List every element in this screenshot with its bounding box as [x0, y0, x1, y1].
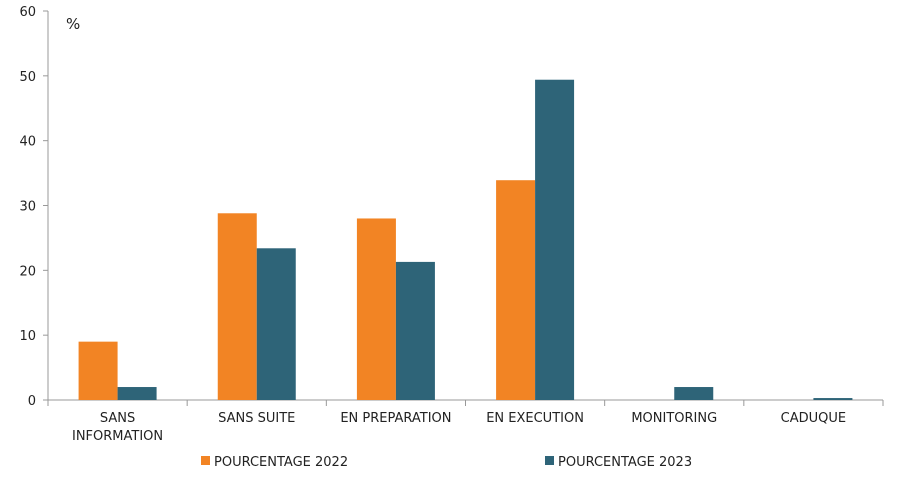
- y-tick-label: 10: [19, 329, 36, 344]
- legend-swatch: [201, 456, 210, 465]
- bar-2023: [813, 398, 853, 400]
- bar-2022: [78, 341, 118, 400]
- bar-2023: [117, 387, 157, 400]
- x-tick-label: EN PREPARATION: [340, 411, 451, 426]
- bar-2023: [256, 248, 296, 400]
- legend-label: POURCENTAGE 2022: [214, 455, 348, 470]
- legend-label: POURCENTAGE 2023: [558, 455, 692, 470]
- y-tick-label: 50: [19, 70, 36, 85]
- bars: [78, 79, 853, 401]
- bar-2023: [395, 261, 435, 400]
- bar-2023: [674, 387, 714, 400]
- x-tick-label: EN EXECUTION: [486, 411, 584, 426]
- y-tick-label: 40: [19, 135, 36, 150]
- x-tick-label: SANS: [100, 411, 135, 426]
- x-tick-label: MONITORING: [631, 411, 717, 426]
- y-axis: 0 10 20 30 40 50 60: [19, 5, 49, 409]
- y-tick-label: 0: [28, 394, 36, 409]
- bar-2022: [356, 218, 396, 400]
- x-tick-label: CADUQUE: [781, 411, 846, 426]
- y-tick-label: 60: [19, 5, 36, 20]
- bar-2022: [496, 180, 536, 400]
- y-tick-label: 30: [19, 200, 36, 215]
- x-axis: SANS INFORMATION SANS SUITE EN PREPARATION E…: [47, 399, 884, 444]
- bar-2023: [535, 79, 575, 401]
- legend: POURCENTAGE 2022 POURCENTAGE 2023: [201, 455, 692, 470]
- bar-2022: [217, 213, 257, 400]
- x-tick-label: SANS SUITE: [218, 411, 295, 426]
- x-tick-label: INFORMATION: [72, 429, 163, 444]
- legend-swatch: [545, 456, 554, 465]
- y-tick-label: 20: [19, 264, 36, 279]
- y-unit-label: %: [66, 15, 80, 33]
